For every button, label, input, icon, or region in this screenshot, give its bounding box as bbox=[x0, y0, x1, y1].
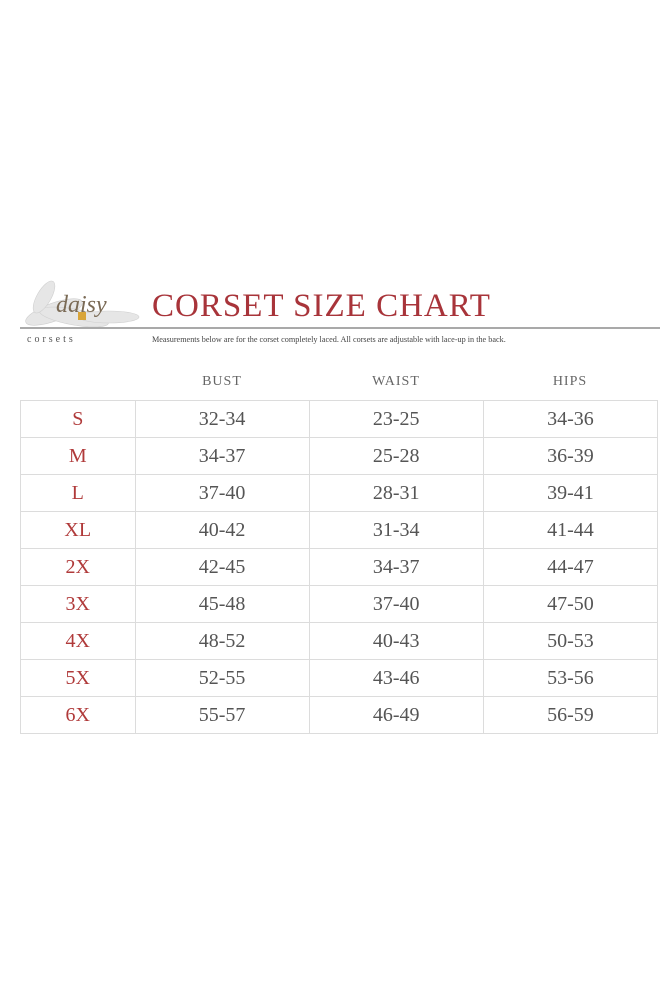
waist-cell: 34-37 bbox=[308, 548, 484, 586]
size-cell: L bbox=[20, 474, 136, 512]
waist-cell: 37-40 bbox=[308, 585, 484, 623]
bust-cell: 32-34 bbox=[134, 400, 310, 438]
waist-cell: 31-34 bbox=[308, 511, 484, 549]
measurement-note: Measurements below are for the corset co… bbox=[152, 335, 506, 344]
bust-cell: 37-40 bbox=[134, 474, 310, 512]
table-row: 5X 52-55 43-46 53-56 bbox=[20, 659, 659, 697]
waist-cell: 28-31 bbox=[308, 474, 484, 512]
size-cell: 3X bbox=[20, 585, 136, 623]
table-row: 6X 55-57 46-49 56-59 bbox=[20, 696, 659, 734]
bust-cell: 45-48 bbox=[134, 585, 310, 623]
waist-cell: 25-28 bbox=[308, 437, 484, 475]
hips-cell: 44-47 bbox=[482, 548, 659, 586]
svg-text:daisy: daisy bbox=[56, 292, 107, 318]
table-row: 2X 42-45 34-37 44-47 bbox=[20, 548, 659, 586]
size-cell: 6X bbox=[20, 696, 136, 734]
hips-cell: 41-44 bbox=[482, 511, 659, 549]
table-row: M 34-37 25-28 36-39 bbox=[20, 437, 659, 475]
waist-cell: 43-46 bbox=[308, 659, 484, 697]
hips-cell: 34-36 bbox=[482, 400, 659, 438]
table-row: 4X 48-52 40-43 50-53 bbox=[20, 622, 659, 660]
table-row: 3X 45-48 37-40 47-50 bbox=[20, 585, 659, 623]
table-row: XL 40-42 31-34 41-44 bbox=[20, 511, 659, 549]
size-cell: 5X bbox=[20, 659, 136, 697]
size-cell: XL bbox=[20, 511, 136, 549]
hips-cell: 47-50 bbox=[482, 585, 659, 623]
waist-cell: 40-43 bbox=[308, 622, 484, 660]
column-header-waist: WAIST bbox=[372, 374, 420, 389]
table-row: S 32-34 23-25 34-36 bbox=[20, 400, 659, 438]
waist-cell: 23-25 bbox=[308, 400, 484, 438]
column-header-hips: HIPS bbox=[552, 374, 588, 389]
hips-cell: 36-39 bbox=[482, 437, 659, 475]
daisy-logo: daisy bbox=[25, 280, 140, 328]
hips-cell: 56-59 bbox=[482, 696, 659, 734]
hips-cell: 39-41 bbox=[482, 474, 659, 512]
size-table: S 32-34 23-25 34-36 M 34-37 25-28 36-39 L 37-40 28… bbox=[20, 400, 659, 734]
bust-cell: 42-45 bbox=[134, 548, 310, 586]
size-cell: 2X bbox=[20, 548, 136, 586]
bust-cell: 52-55 bbox=[134, 659, 310, 697]
logo-subtitle: corsets bbox=[27, 334, 76, 345]
bust-cell: 40-42 bbox=[134, 511, 310, 549]
table-row: L 37-40 28-31 39-41 bbox=[20, 474, 659, 512]
page-title: CORSET SIZE CHART bbox=[152, 288, 491, 324]
column-header-bust: BUST bbox=[202, 374, 242, 389]
hips-cell: 53-56 bbox=[482, 659, 659, 697]
hips-cell: 50-53 bbox=[482, 622, 659, 660]
divider bbox=[20, 327, 660, 329]
waist-cell: 46-49 bbox=[308, 696, 484, 734]
size-cell: S bbox=[20, 400, 136, 438]
bust-cell: 48-52 bbox=[134, 622, 310, 660]
size-cell: 4X bbox=[20, 622, 136, 660]
size-cell: M bbox=[20, 437, 136, 475]
bust-cell: 34-37 bbox=[134, 437, 310, 475]
bust-cell: 55-57 bbox=[134, 696, 310, 734]
